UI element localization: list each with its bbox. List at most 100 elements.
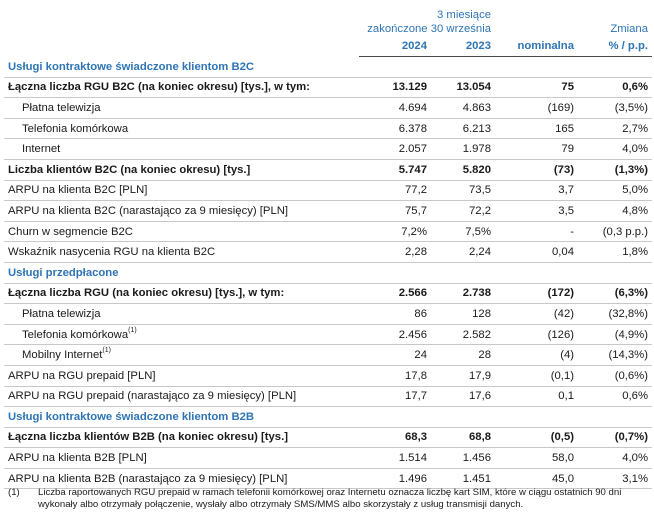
period-header: 3 miesiące zakończone 30 września	[359, 2, 495, 36]
value-2024: 7,2%	[359, 221, 431, 243]
value-2024: 75,7	[359, 200, 431, 222]
row-label: Telefonia komórkowa(1)	[4, 324, 359, 346]
value-2024: 17,7	[359, 386, 431, 408]
row-label: Telefonia komórkowa	[4, 118, 359, 140]
row-label-text: Płatna telewizja	[22, 307, 101, 320]
row-label: ARPU na klienta B2C [PLN]	[4, 180, 359, 202]
value-2024: 17,8	[359, 365, 431, 387]
table-row: ARPU na RGU prepaid [PLN] 17,8 17,9 (0,1) (0…	[4, 365, 652, 387]
section-header: Usługi kontraktowe świadczone klientom B…	[4, 406, 652, 428]
row-label-text: ARPU na klienta B2B (narastająco za 9 mi…	[8, 472, 288, 485]
section-title: Usługi przedpłacone	[4, 262, 652, 284]
row-label-text: ARPU na RGU prepaid [PLN]	[8, 369, 156, 382]
table-row: Mobilny Internet(1) 24 28 (4) (14,3%)	[4, 344, 652, 366]
value-2023: 4.863	[431, 97, 495, 119]
value-2023: 5.820	[431, 159, 495, 181]
section-title: Usługi kontraktowe świadczone klientom B…	[4, 406, 652, 428]
value-pct: (6,3%)	[578, 283, 652, 305]
footnote-ref: (1)	[128, 326, 137, 334]
table-row: Płatna telewizja 4.694 4.863 (169) (3,5%)	[4, 97, 652, 119]
value-nominal: (73)	[495, 159, 578, 181]
value-nominal: 3,5	[495, 200, 578, 222]
value-2023: 128	[431, 303, 495, 325]
value-pct: (0,3 p.p.)	[578, 221, 652, 243]
row-label-text: Liczba klientów B2C (na koniec okresu) […	[8, 163, 251, 176]
row-label-text: Mobilny Internet	[22, 349, 103, 362]
section-header: Usługi kontraktowe świadczone klientom B…	[4, 56, 652, 78]
kpi-table: 3 miesiące zakończone 30 września Zmiana…	[4, 2, 652, 490]
row-label: Mobilny Internet(1)	[4, 344, 359, 366]
value-pct: 1,8%	[578, 241, 652, 263]
row-label-text: ARPU na klienta B2C [PLN]	[8, 184, 148, 197]
row-label-text: ARPU na klienta B2B [PLN]	[8, 452, 147, 465]
table-row: ARPU na klienta B2C (narastająco za 9 mi…	[4, 200, 652, 222]
col-2023-header: 2023	[431, 36, 495, 57]
value-nominal: 0,04	[495, 241, 578, 263]
value-nominal: 58,0	[495, 447, 578, 469]
row-label: Łączna liczba RGU (na koniec okresu) [ty…	[4, 283, 359, 305]
header-row-period: 3 miesiące zakończone 30 września Zmiana	[4, 2, 652, 36]
value-2024: 1.514	[359, 447, 431, 469]
value-pct: (0,6%)	[578, 365, 652, 387]
col-nominal-header: nominalna	[495, 36, 578, 57]
table-row: Płatna telewizja 86 128 (42) (32,8%)	[4, 303, 652, 325]
value-pct: (1,3%)	[578, 159, 652, 181]
header-row-columns: 2024 2023 nominalna % / p.p.	[4, 36, 652, 57]
row-label-text: Telefonia komórkowa	[22, 328, 129, 341]
footnote-mark: (1)	[8, 487, 20, 498]
value-pct: (32,8%)	[578, 303, 652, 325]
table-row: Telefonia komórkowa 6.378 6.213 165 2,7%	[4, 118, 652, 140]
change-header: Zmiana	[610, 23, 648, 35]
row-label-text: Internet	[22, 143, 61, 156]
row-label: ARPU na RGU prepaid (narastająco za 9 mi…	[4, 386, 359, 408]
col-2024-header: 2024	[359, 36, 431, 57]
footnote-text: Liczba raportowanych RGU prepaid w ramac…	[38, 487, 622, 510]
value-2024: 1.496	[359, 468, 431, 490]
table-row: ARPU na klienta B2B (narastająco za 9 mi…	[4, 468, 652, 490]
row-label: Wskaźnik nasycenia RGU na klienta B2C	[4, 241, 359, 263]
value-2023: 1.451	[431, 468, 495, 490]
value-nominal: 0,1	[495, 386, 578, 408]
section-title: Usługi kontraktowe świadczone klientom B…	[4, 56, 652, 78]
row-label-text: ARPU na RGU prepaid (narastająco za 9 mi…	[8, 390, 297, 403]
row-label-text: Łączna liczba klientów B2B (na koniec ok…	[8, 431, 288, 444]
value-pct: (14,3%)	[578, 344, 652, 366]
row-label: Płatna telewizja	[4, 97, 359, 119]
row-label: ARPU na klienta B2B [PLN]	[4, 447, 359, 469]
value-nominal: (42)	[495, 303, 578, 325]
value-2023: 2,24	[431, 241, 495, 263]
value-2023: 17,6	[431, 386, 495, 408]
value-2023: 68,8	[431, 427, 495, 449]
value-pct: (3,5%)	[578, 97, 652, 119]
row-label: ARPU na RGU prepaid [PLN]	[4, 365, 359, 387]
table-row: Liczba klientów B2C (na koniec okresu) […	[4, 159, 652, 181]
row-label: ARPU na klienta B2B (narastająco za 9 mi…	[4, 468, 359, 490]
value-2024: 5.747	[359, 159, 431, 181]
value-nominal: 75	[495, 77, 578, 99]
value-2023: 28	[431, 344, 495, 366]
period-line-1: 3 miesiące	[437, 9, 491, 21]
value-pct: 0,6%	[578, 77, 652, 99]
value-nominal: (0,5)	[495, 427, 578, 449]
value-pct: 5,0%	[578, 180, 652, 202]
value-nominal: (169)	[495, 97, 578, 119]
value-pct: 4,0%	[578, 447, 652, 469]
value-2024: 2.456	[359, 324, 431, 346]
value-pct: 4,8%	[578, 200, 652, 222]
value-2024: 24	[359, 344, 431, 366]
table-row: Łączna liczba klientów B2B (na koniec ok…	[4, 427, 652, 449]
table-row: Wskaźnik nasycenia RGU na klienta B2C 2,2…	[4, 241, 652, 263]
value-nominal: (0,1)	[495, 365, 578, 387]
table-row: Łączna liczba RGU (na koniec okresu) [ty…	[4, 283, 652, 305]
value-nominal: (126)	[495, 324, 578, 346]
value-2024: 13.129	[359, 77, 431, 99]
value-2024: 4.694	[359, 97, 431, 119]
value-2023: 1.456	[431, 447, 495, 469]
value-pct: 0,6%	[578, 386, 652, 408]
row-label-text: Łączna liczba RGU B2C (na koniec okresu)…	[8, 81, 310, 94]
table-row: Churn w segmencie B2C 7,2% 7,5% - (0,3 p.p.)	[4, 221, 652, 243]
value-pct: 3,1%	[578, 468, 652, 490]
row-label: Liczba klientów B2C (na koniec okresu) […	[4, 159, 359, 181]
value-pct: 2,7%	[578, 118, 652, 140]
